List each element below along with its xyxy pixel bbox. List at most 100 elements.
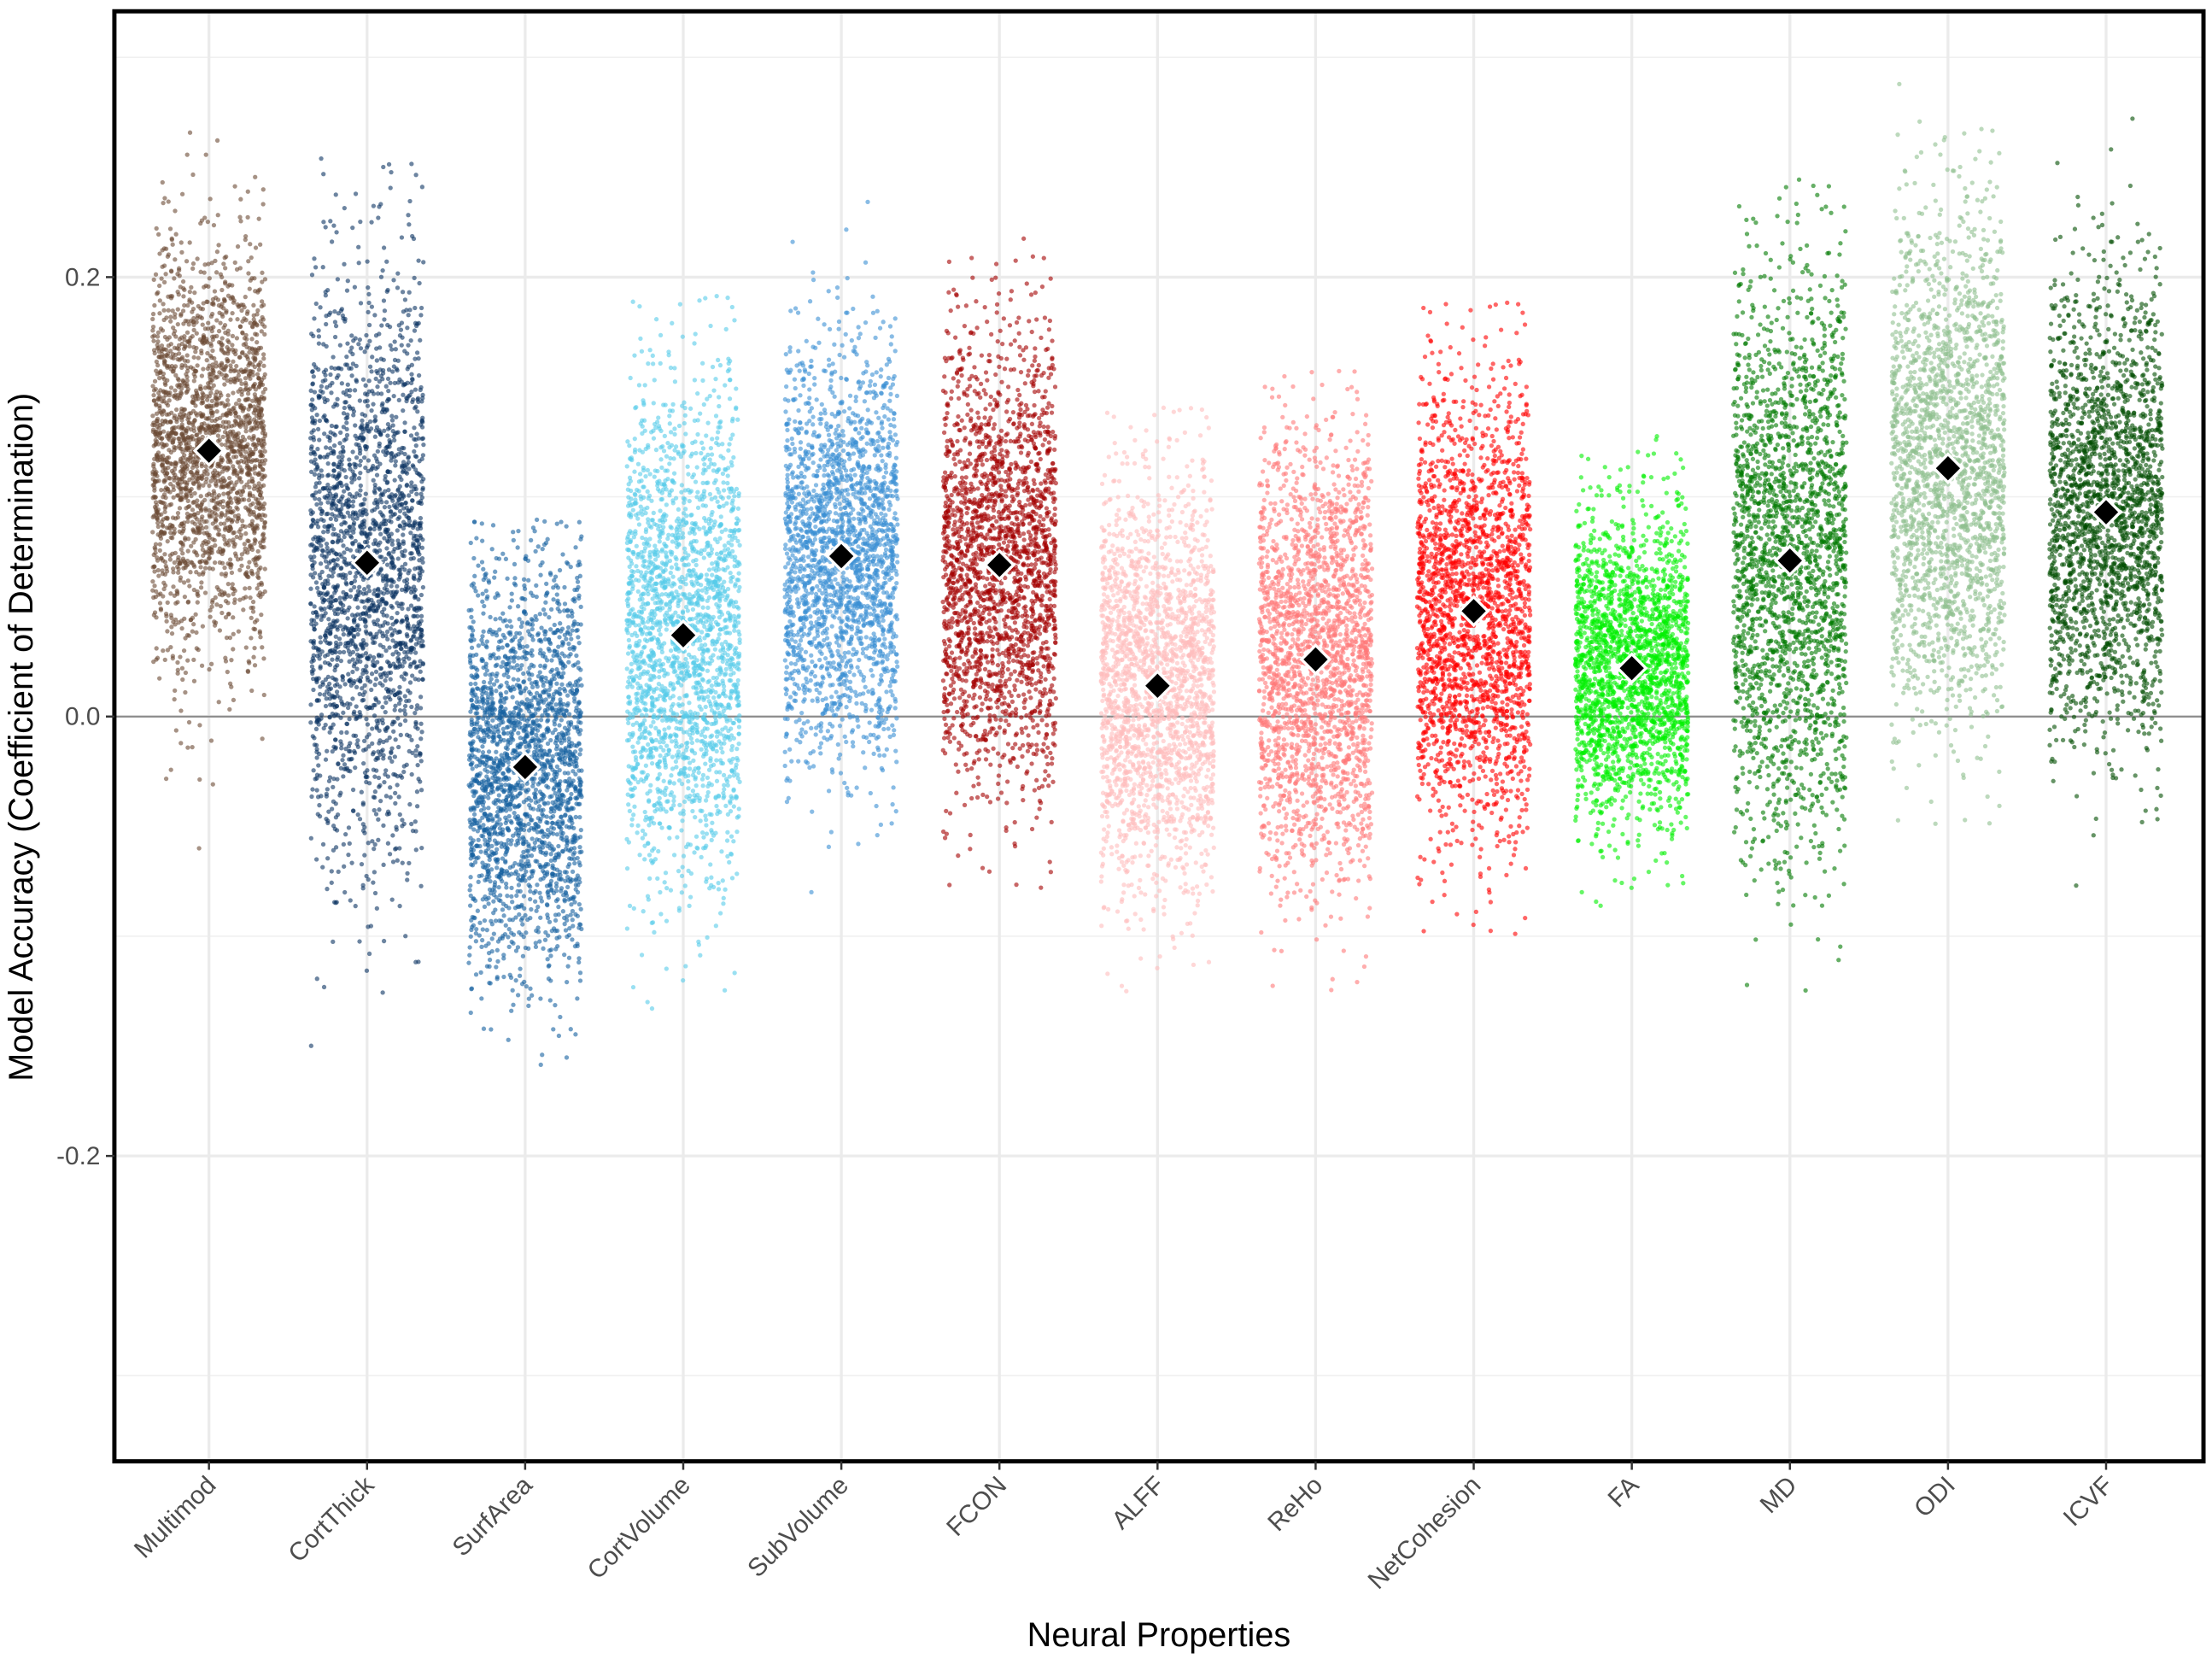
data-point bbox=[327, 486, 333, 491]
data-point bbox=[188, 459, 193, 464]
data-point bbox=[420, 396, 425, 401]
data-point bbox=[190, 629, 195, 634]
data-point bbox=[234, 267, 240, 272]
data-point bbox=[375, 501, 380, 507]
data-point bbox=[251, 654, 256, 659]
data-point bbox=[260, 466, 266, 472]
data-point bbox=[163, 495, 168, 501]
data-point bbox=[227, 681, 233, 686]
data-point bbox=[181, 294, 186, 299]
data-point bbox=[395, 610, 400, 616]
data-point bbox=[228, 565, 233, 570]
data-point bbox=[404, 732, 410, 737]
data-point bbox=[344, 288, 350, 293]
data-point bbox=[401, 309, 407, 314]
data-point bbox=[250, 501, 255, 507]
data-point bbox=[163, 563, 168, 569]
data-point bbox=[193, 411, 199, 416]
data-point bbox=[342, 405, 347, 411]
data-point bbox=[389, 615, 395, 621]
data-point bbox=[157, 405, 162, 411]
data-point bbox=[364, 444, 370, 449]
data-point bbox=[349, 494, 355, 499]
data-point bbox=[195, 256, 200, 261]
data-point bbox=[405, 877, 410, 882]
data-point bbox=[364, 512, 369, 517]
data-point bbox=[150, 311, 156, 317]
data-point bbox=[385, 621, 390, 626]
data-point bbox=[331, 784, 336, 790]
data-point bbox=[405, 325, 410, 331]
data-point bbox=[347, 366, 352, 371]
data-point bbox=[408, 531, 413, 536]
data-point bbox=[309, 664, 315, 669]
data-point bbox=[214, 318, 219, 323]
data-point bbox=[419, 846, 424, 851]
data-point bbox=[240, 519, 245, 524]
data-point bbox=[254, 396, 260, 402]
data-point bbox=[324, 418, 329, 423]
data-point bbox=[191, 587, 196, 593]
data-point bbox=[376, 429, 382, 435]
data-point bbox=[253, 289, 258, 294]
data-point bbox=[175, 589, 180, 595]
data-point bbox=[388, 509, 393, 514]
data-point bbox=[412, 328, 418, 333]
data-point bbox=[347, 841, 352, 847]
data-point bbox=[161, 317, 167, 323]
data-point bbox=[225, 581, 231, 587]
data-point bbox=[257, 630, 262, 636]
data-point bbox=[322, 607, 327, 612]
data-point bbox=[416, 258, 421, 263]
data-point bbox=[390, 423, 395, 428]
data-point bbox=[239, 552, 244, 557]
data-point bbox=[334, 230, 339, 235]
data-point bbox=[221, 534, 226, 539]
data-point bbox=[365, 598, 370, 603]
data-point bbox=[167, 489, 173, 495]
data-point bbox=[262, 513, 268, 519]
data-point bbox=[414, 664, 419, 669]
data-point bbox=[378, 391, 384, 396]
data-point bbox=[198, 565, 203, 570]
data-point bbox=[407, 290, 412, 295]
data-point bbox=[213, 525, 218, 531]
data-point bbox=[251, 626, 256, 631]
data-point bbox=[419, 437, 424, 442]
data-point bbox=[167, 390, 173, 396]
data-point bbox=[191, 622, 196, 627]
data-point bbox=[260, 390, 266, 395]
data-point bbox=[220, 499, 225, 504]
data-point bbox=[341, 841, 346, 847]
data-point bbox=[327, 687, 332, 692]
data-point bbox=[227, 443, 232, 449]
data-point bbox=[389, 690, 394, 695]
data-point bbox=[364, 735, 370, 740]
data-point bbox=[336, 636, 342, 642]
data-point bbox=[179, 460, 184, 465]
data-point bbox=[213, 295, 219, 301]
data-point bbox=[235, 557, 241, 562]
data-point bbox=[192, 490, 197, 496]
data-point bbox=[396, 651, 401, 657]
data-point bbox=[366, 584, 372, 589]
data-point bbox=[548, 737, 553, 743]
data-point bbox=[398, 697, 403, 702]
data-point bbox=[420, 677, 425, 682]
data-point bbox=[348, 533, 354, 539]
data-point bbox=[374, 456, 379, 461]
data-point bbox=[211, 403, 216, 408]
data-point bbox=[260, 437, 266, 442]
data-point bbox=[481, 611, 486, 616]
data-point bbox=[159, 512, 164, 517]
data-point bbox=[247, 512, 253, 517]
data-point bbox=[214, 249, 220, 255]
data-point bbox=[194, 464, 200, 469]
data-point bbox=[393, 459, 398, 464]
data-point bbox=[370, 636, 375, 642]
data-point bbox=[188, 437, 193, 442]
data-point bbox=[576, 519, 582, 525]
data-point bbox=[322, 692, 327, 697]
data-point bbox=[349, 333, 354, 338]
data-point bbox=[389, 593, 395, 598]
